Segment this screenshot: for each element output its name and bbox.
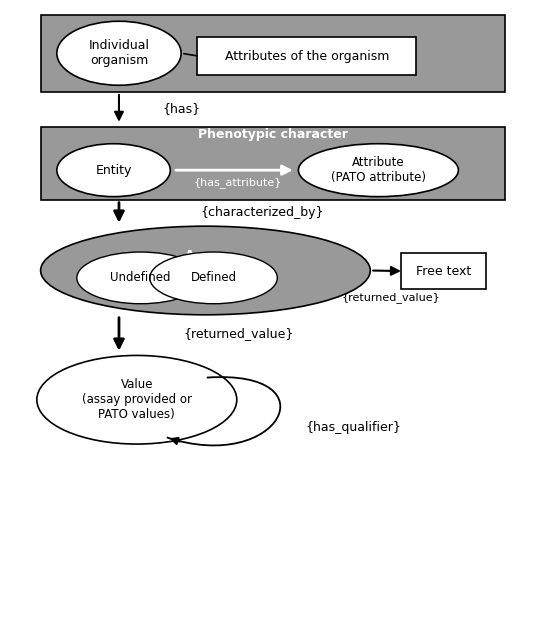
FancyBboxPatch shape — [40, 127, 506, 200]
FancyBboxPatch shape — [40, 15, 506, 92]
Text: Defined: Defined — [191, 271, 236, 284]
Text: {has_qualifier}: {has_qualifier} — [305, 421, 401, 434]
Text: Attributes of the organism: Attributes of the organism — [224, 50, 389, 63]
Text: Value
(assay provided or
PATO values): Value (assay provided or PATO values) — [82, 378, 192, 421]
Ellipse shape — [40, 226, 370, 315]
Text: {returned_value}: {returned_value} — [184, 327, 294, 340]
Text: Phenotypic character: Phenotypic character — [198, 128, 348, 141]
FancyBboxPatch shape — [401, 253, 486, 289]
Ellipse shape — [37, 355, 237, 444]
Text: Undefined: Undefined — [110, 271, 171, 284]
Ellipse shape — [57, 143, 170, 197]
Ellipse shape — [77, 252, 204, 304]
Ellipse shape — [57, 21, 181, 85]
Text: Assay: Assay — [185, 248, 225, 261]
Text: Entity: Entity — [96, 164, 132, 177]
Text: Individual
organism: Individual organism — [88, 39, 150, 67]
Text: {has}: {has} — [162, 102, 200, 115]
Text: {characterized_by}: {characterized_by} — [200, 206, 324, 219]
Ellipse shape — [299, 143, 459, 197]
FancyBboxPatch shape — [197, 37, 416, 75]
Text: {has_attribute}: {has_attribute} — [194, 177, 282, 188]
Ellipse shape — [150, 252, 277, 304]
Text: Free text: Free text — [416, 265, 471, 278]
Text: {returned_value}: {returned_value} — [341, 292, 440, 303]
Text: Attribute
(PATO attribute): Attribute (PATO attribute) — [331, 156, 426, 184]
